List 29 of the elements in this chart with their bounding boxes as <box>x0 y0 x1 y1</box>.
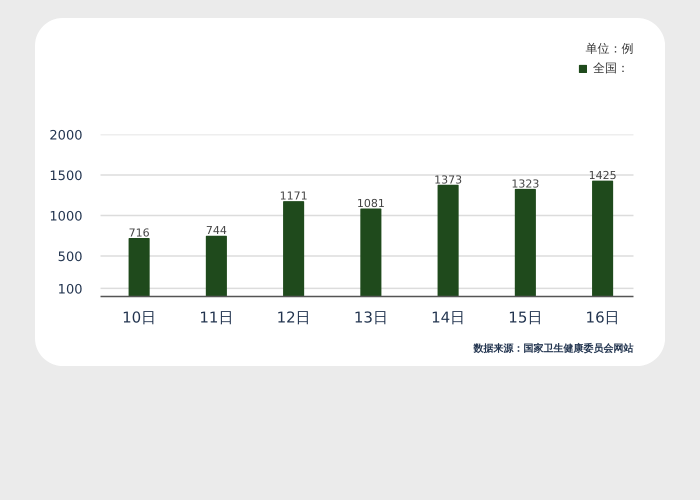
bar <box>438 184 459 296</box>
x-tick-label: 12日 <box>276 308 311 326</box>
bar <box>360 208 382 296</box>
data-label: 1373 <box>434 173 462 186</box>
y-tick-label: 100 <box>58 282 83 298</box>
x-tick-label: 11日 <box>199 308 234 326</box>
source-note: 数据来源：国家卫生健康委员会网站 <box>472 342 634 354</box>
data-label: 744 <box>206 224 227 238</box>
data-label: 1081 <box>356 196 385 210</box>
data-label: 716 <box>128 226 150 240</box>
bar <box>206 236 227 296</box>
data-label: 1425 <box>588 169 617 182</box>
x-tick-label: 16日 <box>586 308 620 326</box>
x-tick-label: 13日 <box>354 308 388 326</box>
bar <box>592 180 614 296</box>
y-tick-label: 1000 <box>49 210 83 224</box>
y-tick-label: 500 <box>58 250 83 265</box>
bar <box>128 238 150 296</box>
x-tick-label: 15日 <box>508 308 542 326</box>
y-tick-label: 2000 <box>49 128 83 144</box>
legend-label: 全国： <box>593 60 629 77</box>
bar <box>514 188 536 296</box>
x-tick-label: 10日 <box>122 308 156 326</box>
x-tick-label: 14日 <box>431 308 466 326</box>
data-label: 1171 <box>280 190 308 203</box>
bar <box>283 201 304 296</box>
y-tick-label: 1500 <box>49 169 83 184</box>
data-label: 1323 <box>511 177 540 190</box>
chart-subtitle: 单位：例 <box>586 42 634 56</box>
